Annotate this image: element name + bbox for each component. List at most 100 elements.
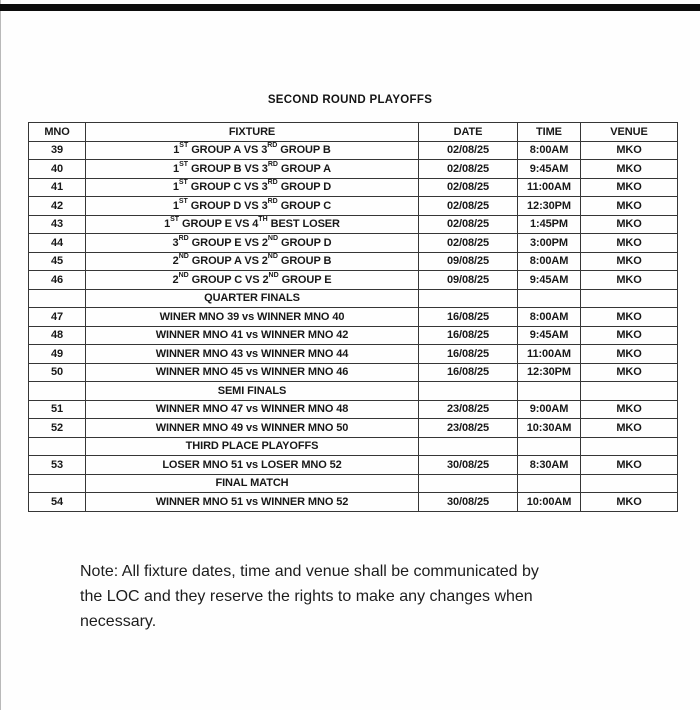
time-cell: 8:00AM [517,140,581,160]
venue-cell: MKO [580,159,678,179]
venue-cell: MKO [580,251,678,271]
time-cell [517,381,581,401]
date-cell: 02/08/25 [418,159,518,179]
fixture-row: 42 1ST GROUP D VS 3RD GROUP C 02/08/25 12:3… [28,196,678,216]
venue-cell [580,473,678,493]
venue-cell: MKO [580,233,678,253]
fixture-row: 40 1ST GROUP B VS 3RD GROUP A 02/08/25 9:45… [28,159,678,179]
column-header-time: TIME [517,122,581,142]
note-line: Note: All fixture dates, time and venue … [80,563,539,580]
mno-cell: 42 [28,196,86,216]
date-cell: 16/08/25 [418,344,518,364]
fixture-cell: WINNER MNO 45 vs WINNER MNO 46 [85,362,419,382]
column-header-venue: VENUE [580,122,678,142]
fixture-cell: LOSER MNO 51 vs LOSER MNO 52 [85,455,419,475]
section-header-row: QUARTER FINALS [28,288,678,308]
venue-cell: MKO [580,177,678,197]
date-cell: 02/08/25 [418,140,518,160]
time-cell [517,288,581,308]
mno-cell: 50 [28,362,86,382]
venue-cell [580,288,678,308]
venue-cell: MKO [580,492,678,512]
mno-cell: 48 [28,325,86,345]
time-cell: 12:30PM [517,362,581,382]
time-cell: 11:00AM [517,344,581,364]
time-cell [517,473,581,493]
fixture-row: 48 WINNER MNO 41 vs WINNER MNO 42 16/08/25… [28,325,678,345]
venue-cell: MKO [580,399,678,419]
time-cell: 9:00AM [517,399,581,419]
mno-cell: 41 [28,177,86,197]
mno-cell: 40 [28,159,86,179]
mno-cell: 52 [28,418,86,438]
venue-cell [580,381,678,401]
column-header-date: DATE [418,122,518,142]
fixture-row: 54 WINNER MNO 51 vs WINNER MNO 52 30/08/25… [28,492,678,512]
mno-cell [28,288,86,308]
note-text: Note: All fixture dates, time and venue … [80,559,539,634]
mno-cell: 53 [28,455,86,475]
note-line: necessary. [80,613,157,630]
mno-cell: 49 [28,344,86,364]
time-cell: 8:00AM [517,251,581,271]
section-label: SEMI FINALS [85,381,419,401]
fixture-cell: 2ND GROUP A VS 2ND GROUP B [85,251,419,271]
section-header-row: THIRD PLACE PLAYOFFS [28,436,678,456]
fixture-cell: 3RD GROUP E VS 2ND GROUP D [85,233,419,253]
venue-cell: MKO [580,455,678,475]
date-cell: 30/08/25 [418,455,518,475]
date-cell: 09/08/25 [418,251,518,271]
time-cell: 10:30AM [517,418,581,438]
mno-cell: 46 [28,270,86,290]
date-cell [418,436,518,456]
time-cell: 9:45AM [517,159,581,179]
column-header-mno: MNO [28,122,86,142]
note-line: the LOC and they reserve the rights to m… [80,588,533,605]
date-cell: 02/08/25 [418,214,518,234]
fixture-row: 44 3RD GROUP E VS 2ND GROUP D 02/08/25 3:00… [28,233,678,253]
mno-cell: 45 [28,251,86,271]
venue-cell: MKO [580,307,678,327]
fixture-table: MNO FIXTURE DATE TIME VENUE 39 1ST GROUP … [28,122,678,512]
venue-cell [580,436,678,456]
time-cell: 1:45PM [517,214,581,234]
venue-cell: MKO [580,344,678,364]
mno-cell: 39 [28,140,86,160]
section-label: FINAL MATCH [85,473,419,493]
section-header-row: FINAL MATCH [28,473,678,493]
fixture-cell: WINER MNO 39 vs WINNER MNO 40 [85,307,419,327]
venue-cell: MKO [580,362,678,382]
date-cell: 09/08/25 [418,270,518,290]
page-title: SECOND ROUND PLAYOFFS [267,94,433,106]
fixture-table-body: 39 1ST GROUP A VS 3RD GROUP B 02/08/25 8:00… [28,140,678,512]
date-cell: 30/08/25 [418,492,518,512]
time-cell: 11:00AM [517,177,581,197]
fixture-cell: 1ST GROUP E VS 4TH BEST LOSER [85,214,419,234]
date-cell: 23/08/25 [418,399,518,419]
section-label: QUARTER FINALS [85,288,419,308]
left-edge-line [0,0,1,710]
mno-cell: 43 [28,214,86,234]
fixture-cell: WINNER MNO 49 vs WINNER MNO 50 [85,418,419,438]
fixture-row: 43 1ST GROUP E VS 4TH BEST LOSER 02/08/25 1… [28,214,678,234]
mno-cell [28,381,86,401]
date-cell [418,473,518,493]
fixture-cell: WINNER MNO 41 vs WINNER MNO 42 [85,325,419,345]
venue-cell: MKO [580,418,678,438]
fixture-row: 47 WINER MNO 39 vs WINNER MNO 40 16/08/25 8… [28,307,678,327]
time-cell: 9:45AM [517,325,581,345]
fixture-cell: 1ST GROUP D VS 3RD GROUP C [85,196,419,216]
date-cell: 16/08/25 [418,325,518,345]
fixture-row: 49 WINNER MNO 43 vs WINNER MNO 44 16/08/25… [28,344,678,364]
time-cell: 8:30AM [517,455,581,475]
fixture-cell: 2ND GROUP C VS 2ND GROUP E [85,270,419,290]
mno-cell: 51 [28,399,86,419]
date-cell: 23/08/25 [418,418,518,438]
date-cell: 02/08/25 [418,196,518,216]
venue-cell: MKO [580,214,678,234]
fixture-cell: WINNER MNO 51 vs WINNER MNO 52 [85,492,419,512]
top-black-bar [0,4,700,11]
fixture-row: 41 1ST GROUP C VS 3RD GROUP D 02/08/25 11:0… [28,177,678,197]
date-cell: 16/08/25 [418,362,518,382]
